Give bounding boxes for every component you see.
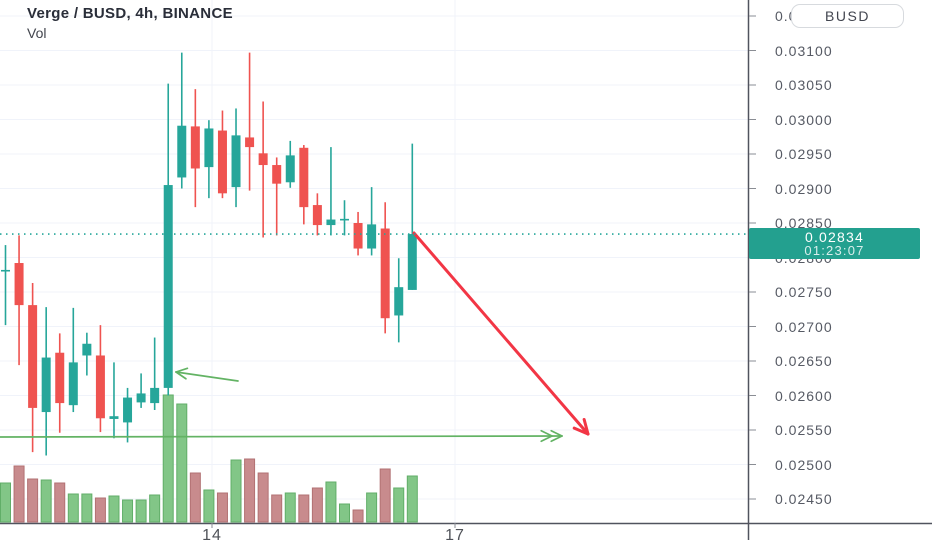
bearish-projection-arrow[interactable]: [412, 231, 590, 436]
price-axis-label[interactable]: 0.02500: [775, 456, 833, 473]
volume-bar: [216, 492, 228, 523]
price-axis-label[interactable]: 0.02550: [775, 422, 833, 438]
volume-bar: [271, 494, 283, 523]
volume-bar: [108, 495, 120, 523]
candle-body: [163, 185, 173, 388]
time-axis-label[interactable]: 17: [445, 527, 465, 544]
candle-body: [245, 137, 255, 148]
price-axis-label[interactable]: 0.02850: [775, 215, 833, 231]
candle-body: [109, 416, 119, 419]
candle-body: [394, 287, 404, 316]
candle-body: [136, 393, 146, 403]
volume-bar: [13, 465, 25, 523]
volume-bar: [311, 487, 323, 523]
candle-body: [28, 305, 38, 408]
volume-bar: [27, 478, 39, 523]
volume-bar: [406, 475, 418, 523]
price-axis[interactable]: BUSD 0.02834 01:23:07 0.031500.031000.03…: [748, 0, 932, 523]
chart-legend: Verge / BUSD, 4h, BINANCE Vol: [27, 3, 233, 43]
volume-bar: [81, 493, 93, 523]
volume-indicator-label[interactable]: Vol: [27, 25, 47, 41]
candle-body: [380, 228, 390, 319]
price-axis-label[interactable]: 0.02600: [775, 387, 833, 404]
breakout-pointer-arrow[interactable]: [175, 371, 239, 382]
volume-bar: [298, 494, 310, 523]
candle-body: [55, 352, 65, 404]
candle-body: [1, 269, 10, 272]
price-axis-label[interactable]: 0.03050: [775, 77, 833, 93]
volume-bar: [189, 472, 201, 523]
candle-body: [217, 130, 227, 194]
candle-body: [204, 128, 214, 168]
price-axis-label[interactable]: 0.02650: [775, 353, 833, 369]
volume-bar: [162, 394, 174, 523]
candle-body: [231, 135, 241, 188]
support-level-arrow[interactable]: [0, 435, 563, 438]
candle-body: [41, 357, 51, 413]
arrowhead: [540, 435, 553, 443]
candle-body: [340, 218, 349, 221]
candle-body: [95, 355, 105, 419]
candle-body: [82, 343, 92, 356]
candle-body: [312, 205, 322, 226]
volume-bar: [244, 458, 256, 523]
candle-body: [190, 126, 200, 169]
volume-bar: [135, 499, 147, 523]
volume-bar: [393, 487, 405, 523]
volume-bar: [54, 482, 66, 523]
candle-body: [68, 362, 78, 406]
candle-body: [272, 165, 282, 184]
volume-bar: [284, 492, 296, 523]
volume-bar: [339, 503, 350, 523]
volume-bar: [149, 494, 161, 523]
volume-bar: [0, 482, 11, 523]
arrowhead: [175, 371, 187, 380]
price-axis-label[interactable]: 0.02700: [775, 318, 833, 335]
volume-bar: [203, 489, 215, 523]
candle-body: [177, 125, 187, 178]
volume-bar: [352, 509, 364, 523]
volume-bar: [67, 493, 79, 523]
arrowhead: [175, 367, 189, 373]
symbol-title[interactable]: Verge / BUSD, 4h, BINANCE: [27, 5, 233, 22]
volume-bar: [122, 499, 134, 523]
last-price-value: 0.02834: [804, 228, 864, 245]
arrowhead: [582, 418, 590, 436]
time-axis-label[interactable]: 14: [202, 527, 222, 544]
volume-bar: [230, 459, 242, 523]
time-axis[interactable]: 14 17: [0, 523, 932, 550]
volume-bar: [325, 481, 337, 523]
bar-countdown: 01:23:07: [804, 242, 865, 258]
price-axis-label[interactable]: 0.03000: [775, 111, 833, 128]
candle-body: [367, 224, 377, 249]
volume-bar: [379, 468, 391, 523]
arrowhead: [540, 429, 553, 437]
candle-body: [150, 387, 160, 404]
price-axis-label[interactable]: 0.02950: [775, 146, 833, 162]
candle-body: [14, 263, 24, 306]
price-axis-label[interactable]: 0.02900: [775, 180, 833, 197]
candle-body: [285, 155, 295, 183]
last-price-badge: 0.02834 01:23:07: [749, 228, 920, 260]
currency-toggle-button[interactable]: BUSD: [791, 4, 904, 28]
candle-body: [353, 223, 363, 249]
volume-bar: [176, 403, 188, 523]
volume-bar: [40, 479, 52, 523]
price-axis-label[interactable]: 0.02450: [775, 491, 833, 507]
candle-body: [407, 234, 417, 290]
volume-bar: [94, 497, 106, 523]
candle-body: [258, 153, 268, 166]
price-axis-label[interactable]: 0.03100: [775, 42, 833, 59]
candle-body: [299, 147, 309, 208]
arrowhead: [572, 426, 590, 436]
arrowhead: [550, 429, 563, 437]
arrowhead: [550, 435, 563, 443]
candle-body: [326, 219, 336, 226]
volume-bar: [257, 472, 269, 523]
price-axis-label[interactable]: 0.02750: [775, 284, 833, 300]
volume-bar: [366, 492, 378, 523]
candle-body: [123, 397, 133, 423]
